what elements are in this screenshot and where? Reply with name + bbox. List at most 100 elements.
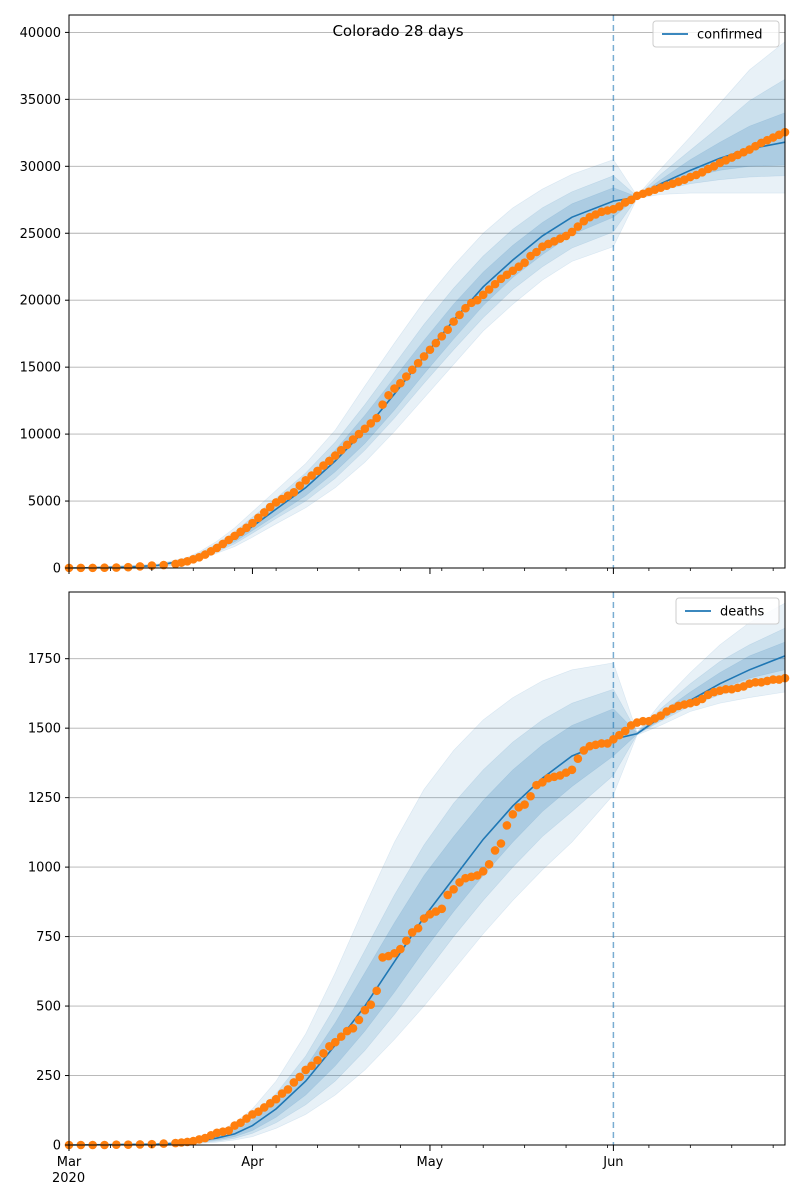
x-tick-label: Apr	[241, 1155, 264, 1170]
observed-point	[159, 560, 168, 570]
y-tick-label: 30000	[20, 160, 61, 175]
observed-point	[336, 445, 346, 455]
observed-point	[330, 1037, 340, 1047]
observed-point	[443, 890, 453, 900]
legend-label: deaths	[720, 605, 765, 620]
observed-point	[443, 325, 453, 334]
x-tick-label: May	[417, 1155, 444, 1170]
observed-point	[378, 400, 387, 409]
observed-point	[413, 358, 423, 368]
observed-point	[289, 488, 299, 497]
y-tick-label: 1250	[28, 791, 61, 806]
observed-point	[319, 461, 328, 470]
observed-point	[567, 227, 577, 237]
observed-point	[455, 310, 464, 320]
legend-label: confirmed	[697, 28, 763, 43]
observed-point	[437, 904, 447, 914]
observed-point	[401, 936, 411, 946]
observed-point	[348, 1023, 358, 1033]
chart-title: Colorado 28 days	[332, 22, 463, 40]
observed-point	[638, 716, 648, 726]
confirmed-panel: 0 5000 10000 15000 20000 25000 30000 35000 40000…	[20, 14, 790, 577]
y-tick-label: 1750	[28, 652, 61, 667]
observed-point	[242, 523, 251, 533]
observed-point	[342, 440, 352, 450]
observed-point	[147, 1139, 157, 1149]
x-tick-label: Mar	[57, 1155, 82, 1170]
observed-point	[526, 791, 535, 801]
observed-point	[330, 451, 340, 460]
observed-point	[295, 1072, 305, 1082]
legend: confirmed	[652, 20, 780, 48]
observed-point	[254, 513, 263, 523]
observed-point	[437, 332, 447, 341]
observed-point	[620, 726, 630, 736]
observed-point	[461, 303, 470, 313]
observed-point	[301, 475, 310, 485]
observed-point	[271, 1094, 281, 1104]
observed-point	[721, 684, 731, 694]
observed-point	[490, 279, 500, 289]
y-tick-label: 0	[53, 1139, 61, 1154]
observed-point	[366, 1000, 376, 1009]
observed-point	[313, 1055, 322, 1065]
y-tick-label: 10000	[20, 428, 61, 443]
legend: deaths	[675, 597, 780, 625]
observed-point	[478, 290, 488, 300]
y-tick-label: 5000	[28, 495, 61, 510]
observed-point	[431, 338, 441, 348]
observed-point	[123, 562, 133, 572]
observed-point	[319, 1048, 328, 1058]
y-tick-label: 35000	[20, 93, 61, 108]
observed-point	[419, 352, 429, 361]
observed-point	[283, 1085, 293, 1094]
observed-point	[224, 1126, 234, 1135]
observed-point	[502, 821, 512, 830]
y-tick-label: 1000	[28, 861, 61, 876]
x-tick-sublabel: 2020	[52, 1171, 85, 1186]
observed-point	[307, 1061, 316, 1071]
y-tick-label: 25000	[20, 227, 61, 242]
observed-point	[532, 247, 541, 257]
observed-point	[360, 1005, 370, 1015]
observed-point	[372, 986, 382, 996]
observed-point	[484, 860, 494, 869]
observed-point	[478, 866, 488, 876]
observed-point	[490, 846, 500, 855]
y-tick-label: 750	[36, 930, 61, 945]
observed-point	[573, 754, 583, 764]
observed-point	[520, 258, 529, 268]
observed-point	[354, 429, 364, 439]
y-tick-label: 15000	[20, 361, 61, 376]
observed-point	[348, 435, 358, 444]
axes-frame	[68, 14, 786, 569]
y-tick-label: 40000	[20, 26, 61, 41]
observed-point	[484, 285, 494, 294]
observed-point	[407, 365, 417, 375]
observed-point	[360, 424, 370, 434]
confidence-band	[68, 41, 786, 569]
observed-point	[265, 502, 275, 512]
observed-point	[384, 390, 393, 400]
observed-point	[573, 222, 583, 231]
observed-point	[313, 466, 322, 476]
observed-point	[751, 678, 760, 687]
observed-point	[597, 739, 606, 748]
observed-point	[396, 944, 405, 954]
observed-point	[354, 1015, 364, 1025]
observed-point	[135, 1140, 145, 1149]
observed-point	[307, 471, 316, 480]
legend-box	[675, 597, 780, 625]
observed-point	[135, 562, 145, 571]
y-tick-label: 1500	[28, 722, 61, 737]
observed-point	[472, 295, 482, 305]
observed-point	[366, 419, 376, 428]
observed-point	[567, 765, 577, 775]
observed-point	[508, 810, 518, 819]
observed-point	[295, 481, 305, 490]
y-tick-label: 250	[36, 1069, 61, 1084]
axes-frame	[68, 591, 786, 1146]
observed-point	[336, 1032, 346, 1041]
